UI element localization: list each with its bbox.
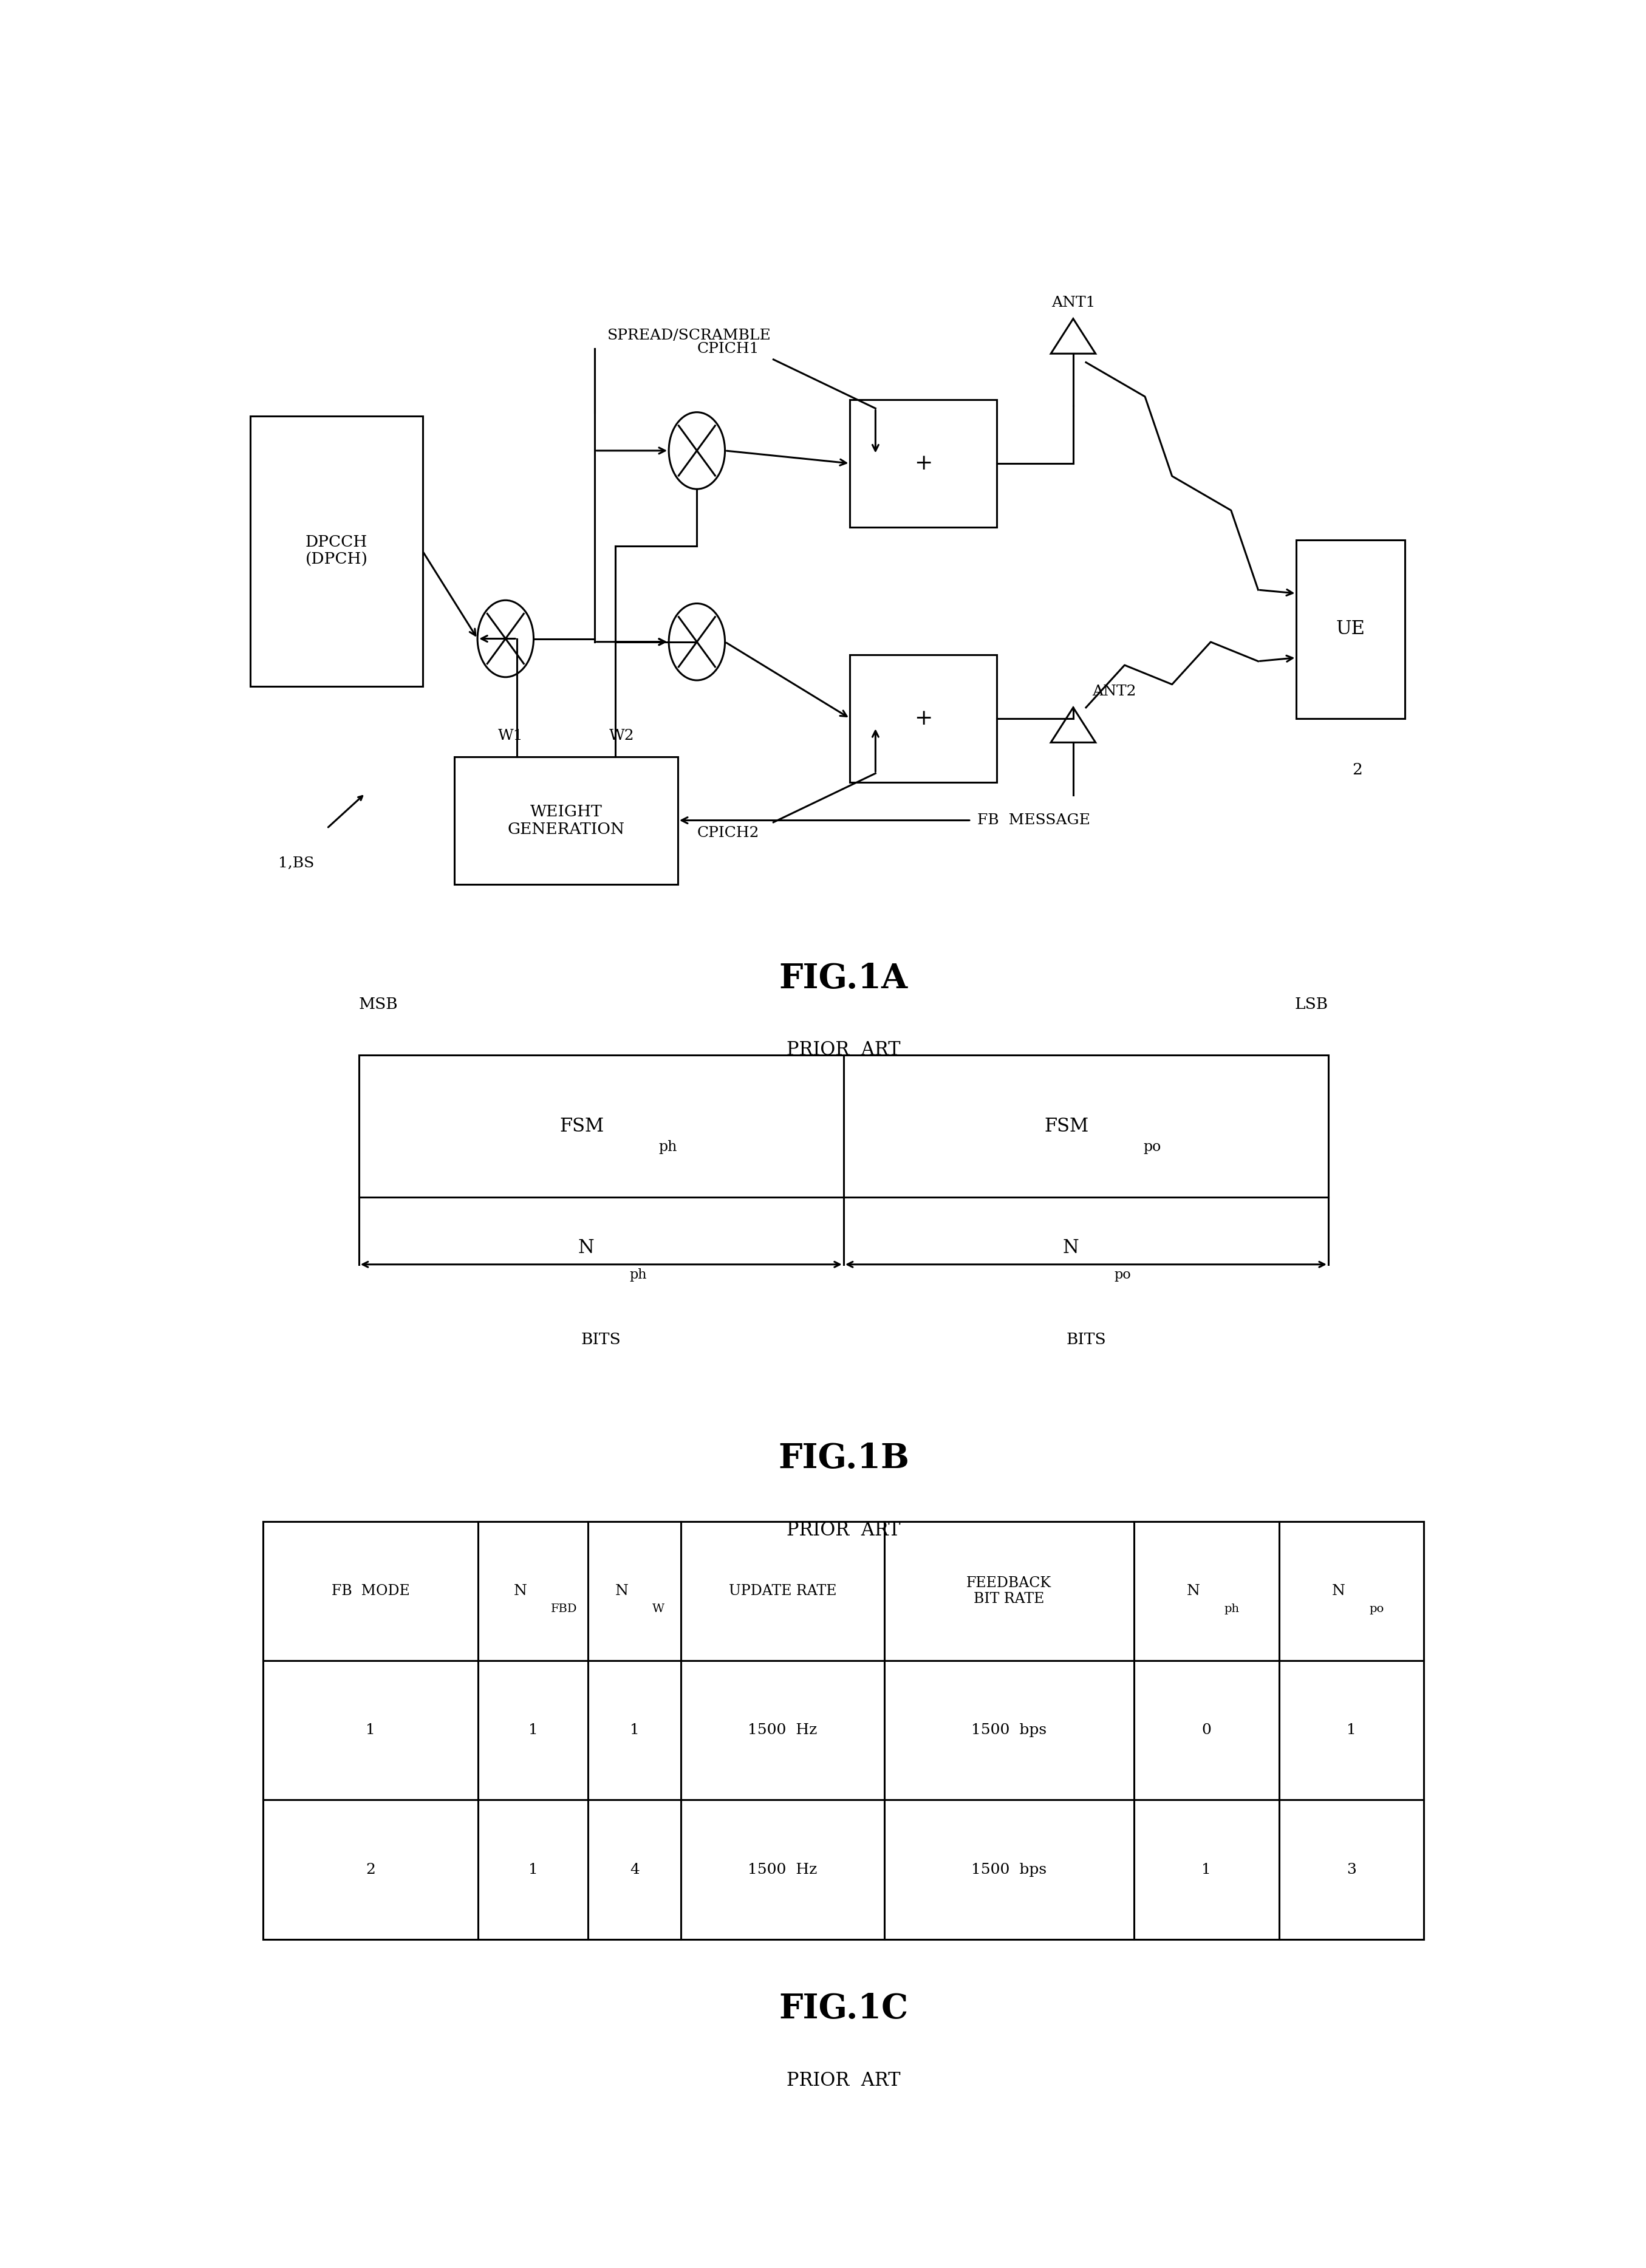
Text: 1500  bps: 1500 bps (971, 1862, 1047, 1876)
Text: FEEDBACK
BIT RATE: FEEDBACK BIT RATE (966, 1576, 1052, 1606)
Text: ph: ph (629, 1268, 647, 1281)
Text: LSB: LSB (1295, 998, 1328, 1012)
Text: 0: 0 (1202, 1724, 1211, 1737)
Text: MSB: MSB (359, 998, 398, 1012)
Text: DPCCH
(DPCH): DPCCH (DPCH) (305, 535, 367, 567)
Text: FBD: FBD (551, 1603, 578, 1615)
Text: 1: 1 (630, 1724, 639, 1737)
Text: N: N (616, 1583, 629, 1599)
Bar (250, 415, 423, 687)
Text: N: N (514, 1583, 527, 1599)
Text: 1500  Hz: 1500 Hz (747, 1862, 818, 1876)
Text: FB  MESSAGE: FB MESSAGE (978, 814, 1090, 828)
Text: UE: UE (1337, 619, 1365, 640)
Text: 1: 1 (365, 1724, 375, 1737)
Text: PRIOR  ART: PRIOR ART (787, 1522, 900, 1540)
Text: po: po (1144, 1141, 1160, 1154)
Text: N: N (1187, 1583, 1200, 1599)
Text: WEIGHT
GENERATION: WEIGHT GENERATION (507, 803, 625, 837)
Text: BITS: BITS (1067, 1331, 1106, 1347)
Text: po: po (1369, 1603, 1384, 1615)
Text: BITS: BITS (581, 1331, 621, 1347)
Text: 1: 1 (1346, 1724, 1356, 1737)
Text: 1: 1 (1202, 1862, 1211, 1876)
Text: FB  MODE: FB MODE (331, 1583, 410, 1599)
Text: +: + (914, 708, 933, 728)
Text: PRIOR  ART: PRIOR ART (787, 1041, 900, 1059)
Bar (849, 655, 996, 782)
Text: N: N (1332, 1583, 1345, 1599)
Text: W1: W1 (499, 728, 523, 742)
Text: UPDATE RATE: UPDATE RATE (729, 1583, 836, 1599)
Text: W2: W2 (609, 728, 634, 742)
Bar (359, 1055, 1328, 1198)
Text: ANT2: ANT2 (1093, 685, 1136, 699)
Text: 4: 4 (630, 1862, 639, 1876)
Bar (1297, 540, 1404, 719)
Text: CPICH2: CPICH2 (696, 826, 759, 839)
Text: +: + (914, 454, 933, 474)
Text: 2: 2 (1351, 762, 1363, 778)
Text: ph: ph (1225, 1603, 1239, 1615)
Text: SPREAD/SCRAMBLE: SPREAD/SCRAMBLE (607, 329, 772, 342)
Text: 1: 1 (528, 1862, 538, 1876)
Text: po: po (1114, 1268, 1131, 1281)
Text: 1500  bps: 1500 bps (971, 1724, 1047, 1737)
Text: N: N (1063, 1238, 1078, 1256)
Text: N: N (578, 1238, 594, 1256)
Text: PRIOR  ART: PRIOR ART (787, 2071, 900, 2089)
Bar (849, 399, 996, 526)
Text: 1,BS: 1,BS (278, 857, 314, 871)
Text: FIG.1C: FIG.1C (779, 1991, 909, 2025)
Text: 1500  Hz: 1500 Hz (747, 1724, 818, 1737)
Text: CPICH1: CPICH1 (696, 342, 759, 356)
Text: 3: 3 (1346, 1862, 1356, 1876)
Text: FIG.1B: FIG.1B (779, 1442, 909, 1476)
Text: 2: 2 (365, 1862, 375, 1876)
Text: FSM: FSM (1045, 1116, 1090, 1136)
Text: FSM: FSM (560, 1116, 604, 1136)
Bar (454, 758, 678, 885)
Text: W: W (652, 1603, 665, 1615)
Text: ANT1: ANT1 (1052, 297, 1095, 311)
Text: ph: ph (658, 1141, 677, 1154)
Text: 1: 1 (528, 1724, 538, 1737)
Text: FIG.1A: FIG.1A (779, 962, 909, 996)
